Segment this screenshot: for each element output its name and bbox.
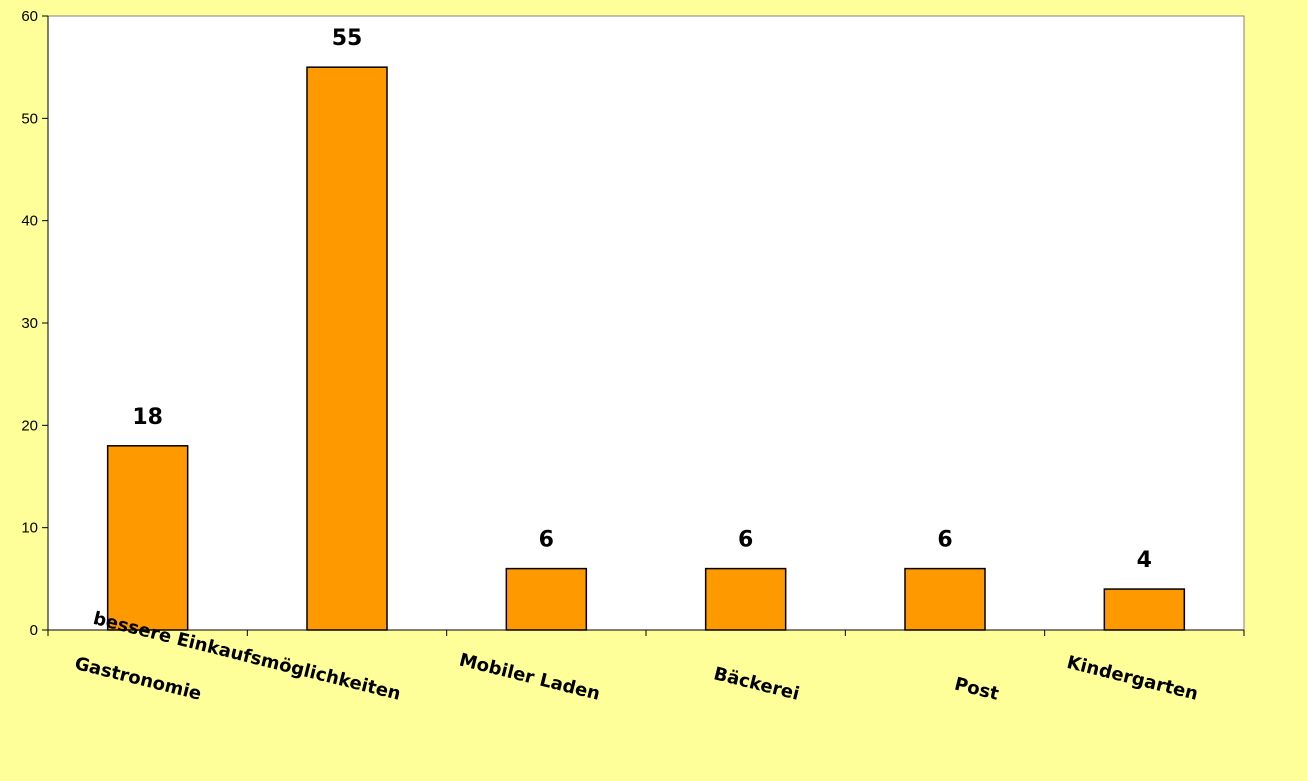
bar-value-label: 6 [937,528,952,553]
bar [704,567,787,631]
y-tick-label: 10 [21,520,38,537]
category-label: Gastronomie [73,653,204,705]
y-tick-label: 50 [21,110,38,127]
bar-series [106,66,1186,631]
bar [505,567,588,631]
category-label: Kindergarten [1065,652,1201,705]
plot-area [47,15,1245,631]
bar-value-label: 6 [539,528,554,553]
y-tick-label: 30 [21,315,38,332]
data-labels: 18 55 6 6 6 4 [132,26,1152,573]
category-label: Mobiler Laden [457,650,602,705]
y-tick-label: 40 [21,213,38,230]
bar-value-label: 55 [332,26,363,51]
x-axis [47,629,1245,636]
y-tick-label: 0 [30,622,38,639]
category-label: Post [952,674,1001,705]
bar [904,567,986,631]
bar [1103,588,1186,631]
bar-value-label: 4 [1137,548,1152,573]
y-axis: 0 10 20 30 40 50 60 [21,8,49,639]
category-label: Bäckerei [712,663,802,705]
y-tick-label: 20 [21,417,38,434]
bar-value-label: 6 [738,528,753,553]
bar [306,66,388,631]
bar-value-label: 18 [132,405,163,430]
bar [106,445,189,631]
y-tick-label: 60 [21,8,38,25]
